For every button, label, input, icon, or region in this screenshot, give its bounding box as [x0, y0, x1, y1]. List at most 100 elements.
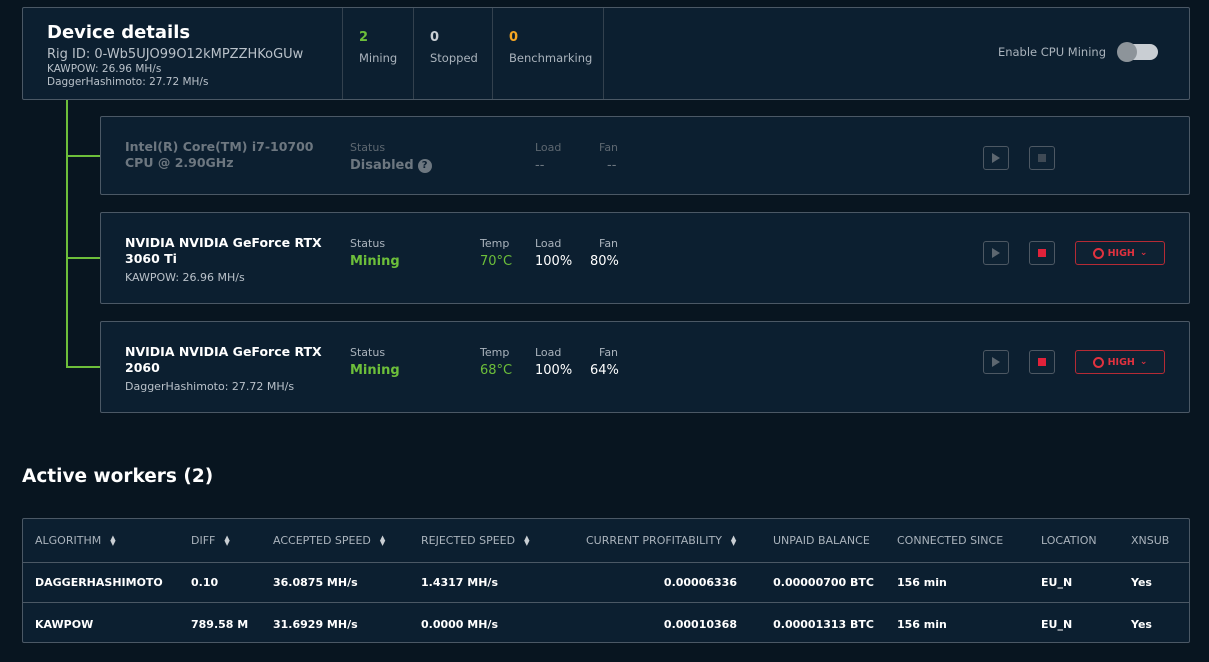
algo-speed-kawpow: KAWPOW: 26.96 MH/s — [47, 63, 162, 75]
fan-label: Fan — [599, 346, 619, 359]
status-value: Mining — [350, 363, 400, 378]
fan-value: -- — [607, 158, 617, 173]
enable-cpu-mining-label: Enable CPU Mining — [997, 44, 1106, 59]
status-text: Disabled — [350, 158, 414, 173]
cell-rejected-speed: 1.4317 MH/s — [421, 576, 498, 589]
gauge-icon — [1092, 356, 1104, 368]
col-xnsub: XNSUB — [1131, 534, 1170, 547]
play-icon — [992, 153, 1000, 163]
cell-connected-since: 156 min — [897, 617, 947, 631]
sort-icon: ▲ ▼ — [224, 533, 230, 547]
cell-rejected-speed: 0.0000 MH/s — [421, 617, 498, 631]
col-accepted-speed[interactable]: ACCEPTED SPEED ▲ ▼ — [273, 519, 385, 562]
enable-cpu-mining-toggle[interactable] — [1117, 41, 1158, 62]
tree-branch — [66, 257, 100, 259]
col-label: CURRENT PROFITABILITY — [586, 534, 722, 547]
col-location: LOCATION — [1041, 534, 1097, 547]
tree-branch — [66, 155, 100, 157]
cell-unpaid-balance: 0.00001313 BTC — [773, 617, 874, 631]
cell-diff: 0.10 — [191, 576, 219, 589]
fan-label: Fan — [599, 141, 619, 154]
col-label: DIFF — [191, 534, 216, 547]
play-icon — [992, 357, 1000, 367]
enable-cpu-mining: Enable CPU Mining — [604, 8, 1189, 99]
tree-branch — [66, 366, 100, 368]
col-current-profitability[interactable]: CURRENT PROFITABILITY ▲ ▼ — [586, 519, 736, 562]
stop-button[interactable] — [1029, 241, 1055, 265]
power-mode-dropdown[interactable]: HIGH ⌄ — [1075, 241, 1165, 265]
power-mode-value: HIGH — [1107, 356, 1135, 368]
device-info: Device details Rig ID: 0-Wb5UJO99O12kMPZ… — [23, 8, 343, 99]
col-label: ACCEPTED SPEED — [273, 534, 371, 547]
temp-label: Temp — [480, 346, 510, 359]
status-value: Mining — [350, 254, 400, 269]
cell-xnsub: Yes — [1131, 576, 1152, 589]
stat-stopped-label: Stopped — [430, 51, 478, 65]
load-value: 100% — [535, 254, 573, 269]
status-label: Status — [350, 141, 386, 154]
sort-icon: ▲ ▼ — [110, 533, 116, 547]
help-icon[interactable]: ? — [417, 159, 432, 173]
play-icon — [992, 248, 1000, 258]
stat-benchmarking: 0 Benchmarking — [493, 8, 604, 99]
col-label: ALGORITHM — [35, 534, 102, 547]
device-details-card: Device details Rig ID: 0-Wb5UJO99O12kMPZ… — [22, 7, 1190, 100]
cell-unpaid-balance: 0.00000700 BTC — [773, 576, 874, 589]
table-header: ALGORITHM ▲ ▼ DIFF ▲ ▼ ACCEPTED SPEED ▲ ▼ REJE… — [23, 519, 1189, 563]
power-mode-dropdown[interactable]: HIGH ⌄ — [1075, 350, 1165, 374]
toggle-knob — [1117, 41, 1137, 62]
sort-icon: ▲ ▼ — [524, 533, 530, 547]
power-mode-value: HIGH — [1107, 247, 1135, 259]
load-value: 100% — [535, 363, 573, 378]
stat-benchmarking-count: 0 — [509, 30, 519, 45]
stat-mining-label: Mining — [359, 51, 398, 65]
tree-line — [66, 100, 68, 368]
chevron-down-icon: ⌄ — [1139, 248, 1148, 258]
status-label: Status — [350, 237, 386, 250]
device-card-cpu: Intel(R) Core(TM) i7-10700 CPU @ 2.90GHz… — [100, 116, 1190, 195]
cell-accepted-speed: 31.6929 MH/s — [273, 617, 358, 631]
stat-benchmarking-label: Benchmarking — [509, 51, 593, 65]
col-label: REJECTED SPEED — [421, 534, 516, 547]
cell-connected-since: 156 min — [897, 576, 947, 589]
sort-icon: ▲ ▼ — [730, 533, 737, 547]
active-workers-title: Active workers (2) — [22, 466, 214, 487]
col-connected-since: CONNECTED SINCE — [897, 534, 1004, 547]
algo-speed-dagger: DaggerHashimoto: 27.72 MH/s — [47, 76, 209, 88]
stop-icon — [1038, 154, 1046, 162]
stop-button[interactable] — [1029, 350, 1055, 374]
load-label: Load — [535, 346, 562, 359]
table-row: DAGGERHASHIMOTO 0.10 36.0875 MH/s 1.4317… — [23, 563, 1189, 603]
col-rejected-speed[interactable]: REJECTED SPEED ▲ ▼ — [421, 519, 529, 562]
temp-label: Temp — [480, 237, 510, 250]
gauge-icon — [1092, 247, 1104, 259]
col-diff[interactable]: DIFF ▲ ▼ — [191, 519, 230, 562]
rig-id: Rig ID: 0-Wb5UJO99O12kMPZZHKoGUw — [47, 47, 304, 62]
cell-accepted-speed: 36.0875 MH/s — [273, 576, 358, 589]
fan-label: Fan — [599, 237, 619, 250]
start-button[interactable] — [983, 350, 1009, 374]
stop-icon — [1038, 249, 1046, 257]
status-value: Disabled? — [350, 158, 432, 173]
chevron-down-icon: ⌄ — [1139, 357, 1148, 367]
status-label: Status — [350, 346, 386, 359]
stat-stopped-count: 0 — [430, 30, 440, 45]
temp-value: 68°C — [480, 363, 513, 378]
col-algorithm[interactable]: ALGORITHM ▲ ▼ — [35, 519, 116, 562]
device-name: NVIDIA NVIDIA GeForce RTX 2060 — [125, 344, 322, 375]
device-name: NVIDIA NVIDIA GeForce RTX 3060 Ti — [125, 235, 322, 266]
cell-algorithm: DAGGERHASHIMOTO — [35, 576, 163, 589]
stop-icon — [1038, 358, 1046, 366]
sort-icon: ▲ ▼ — [379, 533, 386, 547]
stop-button[interactable] — [1029, 146, 1055, 170]
device-card-rtx-3060-ti: NVIDIA NVIDIA GeForce RTX 3060 Ti KAWPOW… — [100, 212, 1190, 304]
cell-algorithm: KAWPOW — [35, 617, 94, 631]
cell-xnsub: Yes — [1131, 617, 1152, 631]
cell-location: EU_N — [1041, 576, 1073, 589]
page-title: Device details — [47, 22, 191, 43]
workers-table: ALGORITHM ▲ ▼ DIFF ▲ ▼ ACCEPTED SPEED ▲ ▼ REJE… — [22, 518, 1190, 643]
device-name: Intel(R) Core(TM) i7-10700 CPU @ 2.90GHz — [125, 139, 314, 170]
start-button[interactable] — [983, 146, 1009, 170]
start-button[interactable] — [983, 241, 1009, 265]
cell-profitability: 0.00010368 — [663, 617, 737, 631]
